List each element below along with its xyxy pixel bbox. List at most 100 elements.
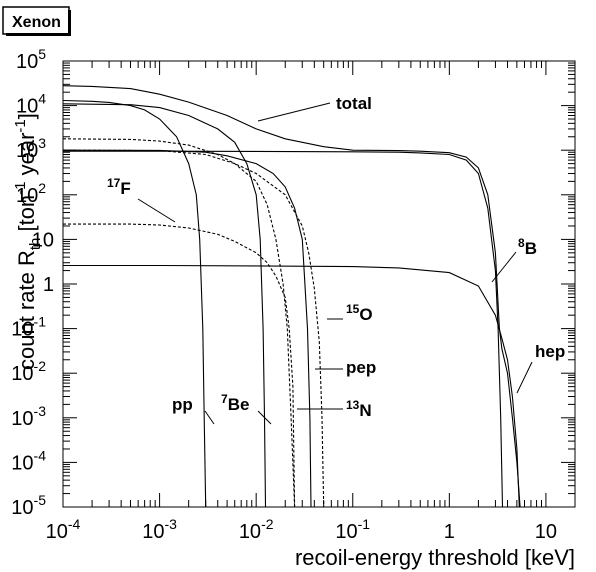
curves <box>62 85 521 508</box>
y-title-part-d: ] <box>14 113 39 119</box>
y-tick-label-exp: 4 <box>38 91 46 107</box>
curve-13N <box>62 138 296 508</box>
y-tick-label: 104 <box>16 91 46 118</box>
y-title-part-a: count rate R <box>14 250 39 370</box>
label-total: total <box>336 94 372 113</box>
curve-total <box>62 85 521 508</box>
y-tick-label: 10-1 <box>11 314 46 341</box>
x-tick-label: 10-1 <box>335 516 370 543</box>
y-tick-label: 1 <box>43 274 54 296</box>
label-17F-text: F <box>120 179 130 198</box>
y-tick-label-base: 10 <box>32 229 54 251</box>
y-tick-label-base: 10 <box>11 408 33 430</box>
leader-17F <box>137 198 176 223</box>
x-tick-label-exp: -3 <box>164 516 177 532</box>
label-7Be-text: Be <box>228 395 250 414</box>
leader-7Be <box>257 410 272 425</box>
label-17F: 17F <box>107 176 131 198</box>
y-tick-label: 10-4 <box>11 447 46 474</box>
y-tick-label: 10-2 <box>11 358 46 385</box>
x-tick-label-base: 10 <box>46 521 68 543</box>
y-tick-label-base: 10 <box>16 51 38 73</box>
x-tick-label-exp: -2 <box>261 516 274 532</box>
label-pp: pp <box>172 395 193 414</box>
label-15O-text: O <box>359 305 372 324</box>
label-pep: pep <box>346 358 376 377</box>
label-8B-sup: 8 <box>518 236 525 250</box>
y-tick-label-base: 10 <box>16 185 38 207</box>
y-tick-label-exp: -2 <box>34 358 47 374</box>
label-17F-sup: 17 <box>107 176 121 190</box>
y-tick-label: 105 <box>16 46 46 73</box>
y-axis-title-text: count rate Rth [ton-1 year-1] <box>12 113 44 370</box>
x-tick-label-exp: -4 <box>68 516 81 532</box>
y-tick-label: 103 <box>16 135 46 162</box>
y-tick-label-base: 10 <box>11 452 33 474</box>
curve-pp <box>62 99 207 508</box>
x-tick-label-base: 10 <box>335 521 357 543</box>
y-axis-title: count rate Rth [ton-1 year-1] <box>12 113 44 370</box>
label-pep-text: pep <box>346 358 376 377</box>
y-tick-label: 102 <box>16 180 46 207</box>
y-tick-label-base: 1 <box>43 274 54 296</box>
y-tick-label-exp: 3 <box>38 135 46 151</box>
x-tick-label-base: 10 <box>142 521 164 543</box>
panel-title-shadow-bottom <box>6 33 71 36</box>
y-tick-label-base: 10 <box>16 140 38 162</box>
y-tick-label: 10-5 <box>11 492 46 519</box>
x-tick-label: 10-4 <box>46 516 81 543</box>
y-tick-label-exp: 2 <box>38 180 46 196</box>
leader-pp <box>204 410 215 425</box>
y-title-part-b: [ton <box>14 195 39 238</box>
y-tick-label-base: 10 <box>16 96 38 118</box>
y-tick-label: 10-3 <box>11 403 46 430</box>
label-8B: 8B <box>518 236 537 258</box>
label-13N: 13N <box>346 398 372 420</box>
label-pp-text: pp <box>172 395 193 414</box>
curve-17F <box>63 223 296 508</box>
axis-ticks <box>62 60 576 508</box>
leader-8B <box>491 251 517 283</box>
panel-title: Xenon <box>12 14 61 31</box>
y-title-sup1: -1 <box>12 181 29 194</box>
curve-8B <box>63 150 504 508</box>
label-13N-text: N <box>359 401 371 420</box>
label-hep: hep <box>535 342 565 361</box>
leader-total <box>257 102 331 122</box>
x-tick-label-base: 1 <box>444 521 455 543</box>
label-leaders <box>137 102 533 425</box>
label-15O: 15O <box>346 302 373 324</box>
curve-15O <box>62 149 312 508</box>
y-tick-label-base: 10 <box>11 363 33 385</box>
x-tick-label: 10-3 <box>142 516 177 543</box>
x-tick-label: 10-2 <box>239 516 274 543</box>
y-title-sub: th <box>27 238 44 251</box>
x-tick-label: 1 <box>444 521 455 543</box>
label-7Be: 7Be <box>221 392 249 414</box>
label-15O-sup: 15 <box>346 302 360 316</box>
label-hep-text: hep <box>535 342 565 361</box>
label-13N-sup: 13 <box>346 398 360 412</box>
x-tick-label-exp: -1 <box>358 516 371 532</box>
y-tick-label-exp: -3 <box>34 403 47 419</box>
y-tick-label-exp: -5 <box>34 492 47 508</box>
y-tick-label: 10 <box>32 229 54 251</box>
x-tick-label-base: 10 <box>239 521 261 543</box>
curve-7Be <box>62 103 267 508</box>
y-tick-label-base: 10 <box>11 497 33 519</box>
y-title-sup2: -1 <box>12 119 29 132</box>
plot-frame <box>62 60 576 508</box>
x-tick-labels: 10-4 10-3 10-2 10-1 1 10 <box>46 516 557 543</box>
label-8B-text: B <box>525 239 537 258</box>
y-tick-label-exp: -4 <box>34 447 47 463</box>
y-title-part-c: year <box>14 133 39 182</box>
label-total-text: total <box>336 94 372 113</box>
label-7Be-sup: 7 <box>221 392 228 406</box>
y-tick-label-base: 10 <box>11 319 33 341</box>
y-tick-label-exp: -1 <box>34 314 47 330</box>
x-tick-label: 10 <box>535 521 557 543</box>
y-tick-label-exp: 5 <box>38 46 46 62</box>
